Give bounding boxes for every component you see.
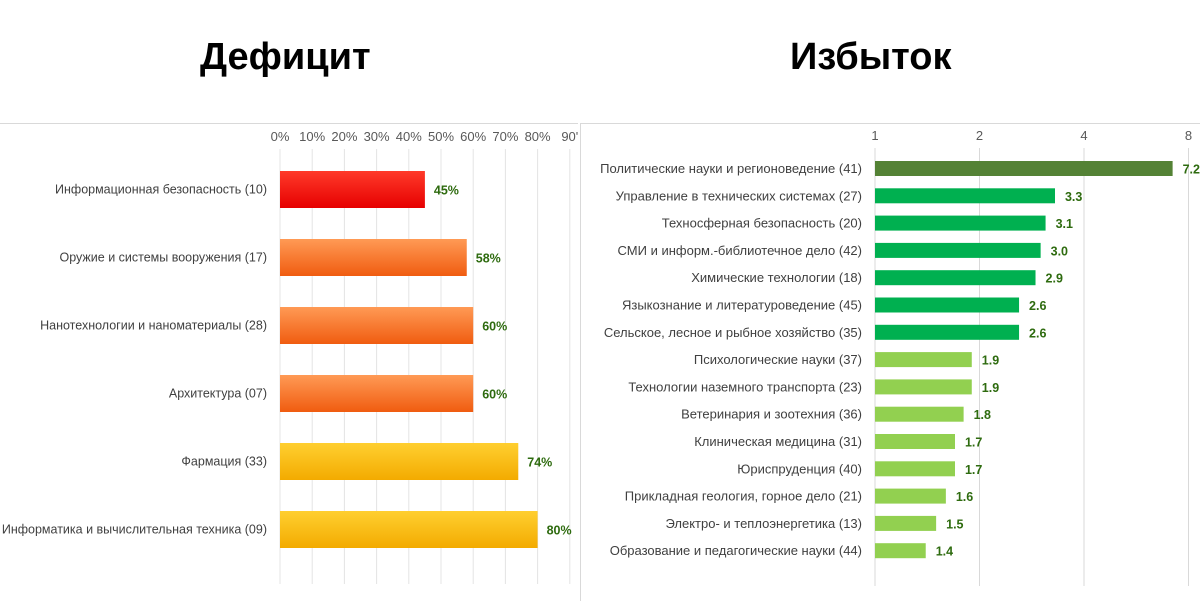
surplus-bar — [875, 188, 1055, 204]
deficit-x-tick-label: 80% — [525, 129, 551, 144]
surplus-chart: 1 2 4 8 Политические науки и регионоведение … — [600, 128, 1200, 586]
deficit-x-tick-label: 0% — [271, 129, 290, 144]
surplus-bar — [875, 434, 955, 449]
surplus-category-label: Прикладная геология, горное дело (21) — [625, 489, 862, 504]
surplus-category-label: СМИ и информ.-библиотечное дело (42) — [618, 243, 862, 258]
surplus-chart-panel: 1 2 4 8 Политические науки и регионоведение … — [580, 123, 1200, 601]
surplus-value-label: 1.7 — [965, 436, 982, 450]
surplus-value-label: 1.6 — [956, 490, 973, 504]
surplus-x-tick-label: 1 — [871, 128, 878, 143]
surplus-bar — [875, 543, 926, 559]
surplus-x-tick-label: 2 — [976, 128, 983, 143]
surplus-value-label: 3.3 — [1065, 190, 1082, 204]
surplus-category-label: Химические технологии (18) — [691, 270, 862, 285]
surplus-value-label: 1.5 — [946, 517, 963, 531]
surplus-value-label: 3.1 — [1056, 217, 1073, 231]
deficit-value-label: 60% — [482, 320, 507, 334]
deficit-bar — [280, 239, 467, 276]
surplus-category-label: Политические науки и регионоведение (41) — [600, 161, 862, 176]
surplus-bar — [875, 161, 1173, 176]
surplus-bar — [875, 242, 1041, 258]
deficit-chart: 0% 10% 20% 30% 40% 50% 60% 70% 80% 90' Информацион… — [2, 129, 578, 584]
surplus-chart-title: Избыток — [790, 36, 952, 78]
deficit-bar — [280, 171, 425, 208]
deficit-value-label: 58% — [476, 252, 501, 266]
deficit-x-tick-label: 40% — [396, 129, 422, 144]
deficit-category-label: Информатика и вычислительная техника (09… — [2, 523, 267, 537]
deficit-x-tick-label: 90' — [561, 129, 578, 144]
surplus-bar — [875, 270, 1036, 286]
surplus-category-label: Клиническая медицина (31) — [694, 434, 862, 449]
surplus-bar — [875, 215, 1046, 231]
deficit-bar — [280, 375, 474, 412]
deficit-x-tick-label: 70% — [492, 129, 518, 144]
deficit-category-label: Архитектура (07) — [169, 387, 267, 401]
deficit-value-label: 80% — [547, 524, 572, 538]
surplus-category-label: Ветеринария и зоотехния (36) — [681, 407, 862, 422]
deficit-value-label: 60% — [482, 388, 507, 402]
deficit-x-tick-label: 10% — [299, 129, 325, 144]
surplus-x-tick-label: 8 — [1185, 128, 1192, 143]
deficit-category-label: Нанотехнологии и наноматериалы (28) — [40, 319, 267, 333]
surplus-category-label: Языкознание и литературоведение (45) — [622, 298, 862, 313]
surplus-category-label: Образование и педагогические науки (44) — [610, 543, 862, 558]
surplus-bar — [875, 461, 955, 477]
surplus-value-label: 1.4 — [936, 545, 953, 559]
deficit-bar — [280, 307, 474, 344]
deficit-x-tick-label: 20% — [331, 129, 357, 144]
surplus-category-label: Электро- и теплоэнергетика (13) — [665, 516, 862, 531]
deficit-bar — [280, 443, 519, 480]
surplus-value-label: 7.2 — [1183, 163, 1200, 177]
deficit-category-label: Информационная безопасность (10) — [55, 183, 267, 197]
surplus-category-label: Юриспруденция (40) — [737, 461, 862, 476]
deficit-value-label: 45% — [434, 184, 459, 198]
deficit-category-label: Фармация (33) — [181, 455, 267, 469]
surplus-value-label: 1.9 — [982, 381, 999, 395]
deficit-chart-panel: 0% 10% 20% 30% 40% 50% 60% 70% 80% 90' Информацион… — [0, 123, 578, 601]
surplus-category-label: Технологии наземного транспорта (23) — [628, 379, 862, 394]
surplus-value-label: 1.9 — [982, 354, 999, 368]
deficit-x-tick-label: 60% — [460, 129, 486, 144]
surplus-bar — [875, 515, 937, 531]
surplus-value-label: 1.8 — [974, 408, 991, 422]
surplus-value-label: 2.9 — [1046, 272, 1063, 286]
surplus-category-label: Психологические науки (37) — [694, 352, 862, 367]
surplus-value-label: 3.0 — [1051, 244, 1068, 258]
surplus-category-label: Управление в технических системах (27) — [616, 188, 862, 203]
surplus-value-label: 2.6 — [1029, 299, 1046, 313]
surplus-x-tick-label: 4 — [1080, 128, 1087, 143]
deficit-value-label: 74% — [527, 456, 552, 470]
surplus-bar — [875, 488, 946, 504]
surplus-bar — [875, 352, 972, 368]
surplus-category-label: Сельское, лесное и рыбное хозяйство (35) — [604, 325, 862, 340]
deficit-chart-title: Дефицит — [200, 36, 371, 78]
surplus-bar — [875, 324, 1020, 340]
surplus-bar — [875, 297, 1020, 313]
deficit-category-label: Оружие и системы вооружения (17) — [60, 251, 268, 265]
surplus-value-label: 2.6 — [1029, 326, 1046, 340]
deficit-x-tick-label: 50% — [428, 129, 454, 144]
surplus-category-label: Техносферная безопасность (20) — [662, 216, 862, 231]
deficit-x-tick-label: 30% — [364, 129, 390, 144]
deficit-bar — [280, 511, 538, 548]
surplus-value-label: 1.7 — [965, 463, 982, 477]
surplus-bar — [875, 406, 964, 422]
surplus-bar — [875, 379, 972, 395]
